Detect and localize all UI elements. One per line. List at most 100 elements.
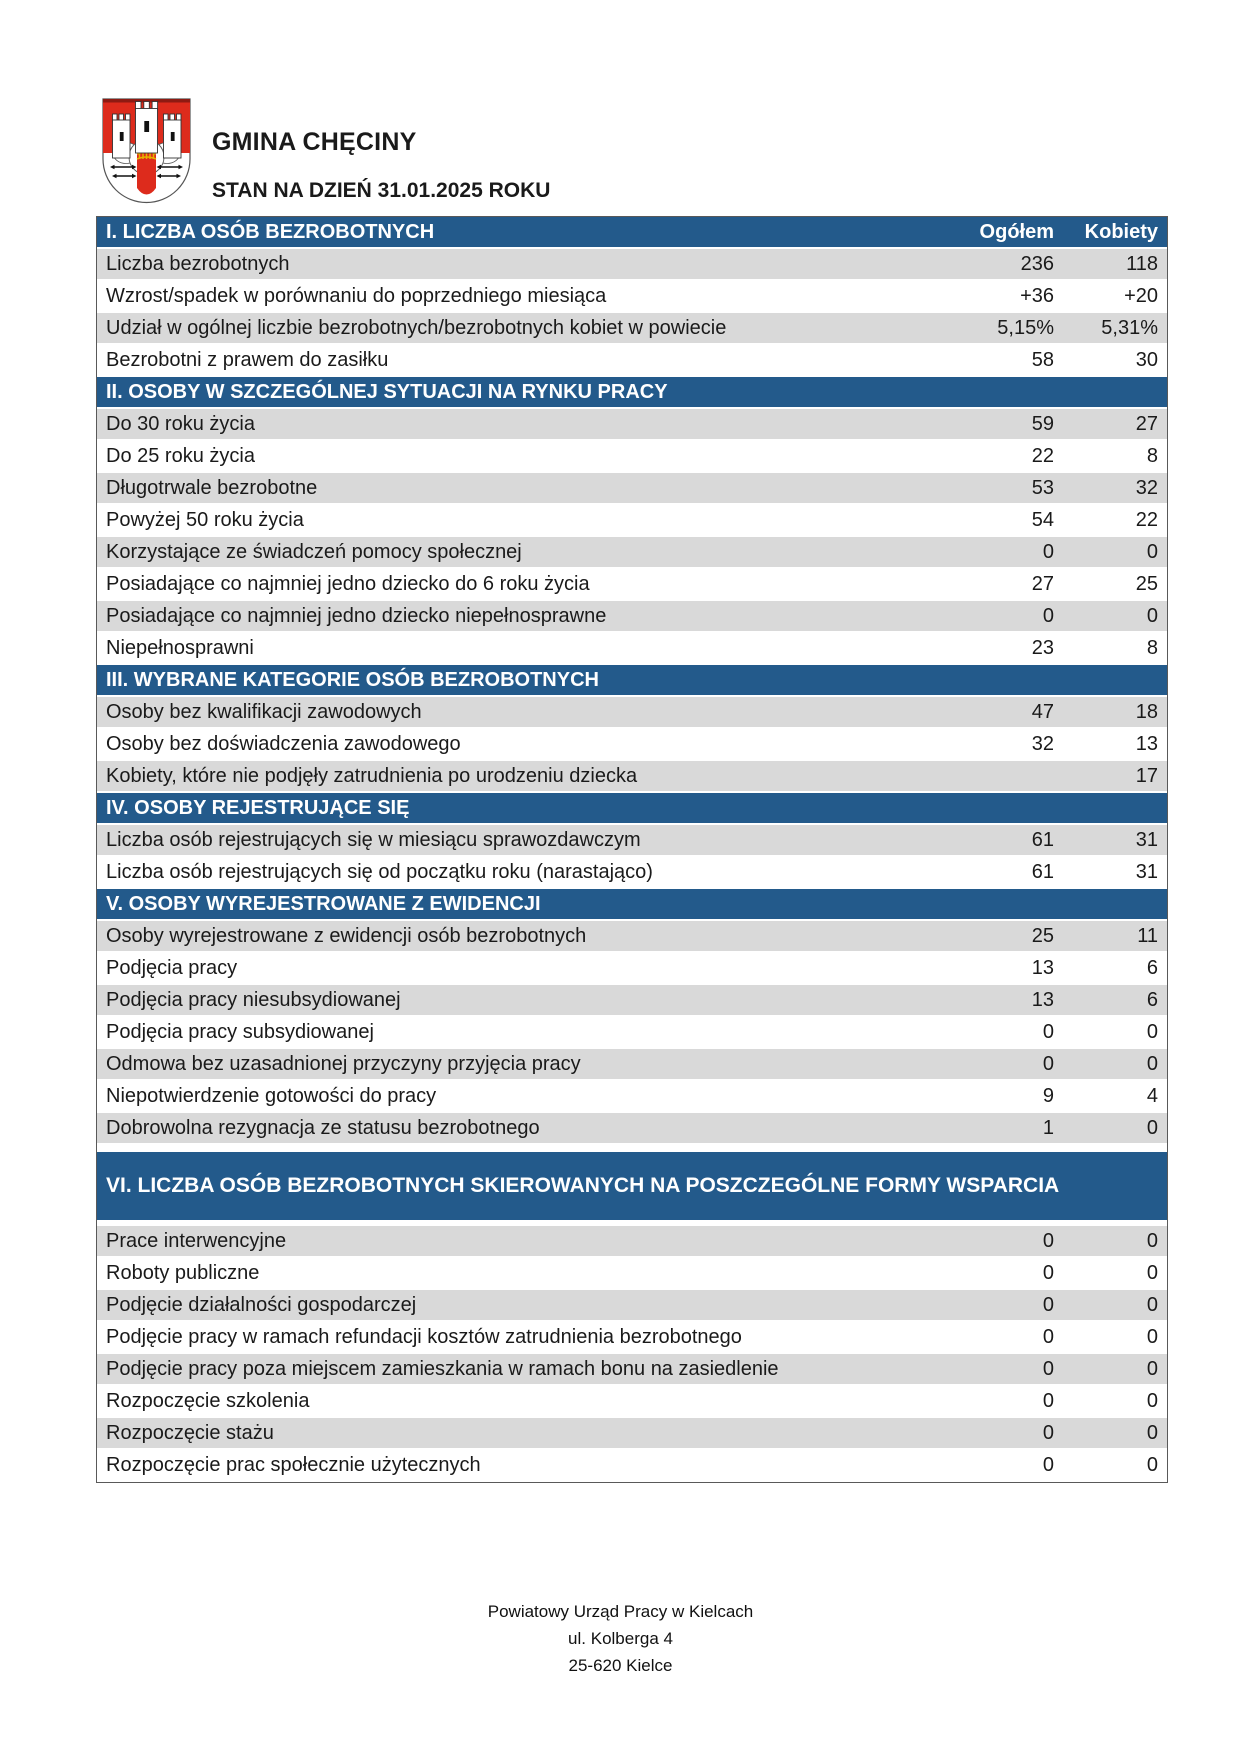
row-label: Do 30 roku życia	[106, 413, 255, 435]
row-label: Podjęcie działalności gospodarczej	[106, 1294, 417, 1316]
row-value-kobiety: 0	[1146, 1230, 1158, 1252]
row-value-ogolem: 23	[1031, 637, 1054, 659]
row-value-kobiety: 0	[1146, 1294, 1158, 1316]
table-row: Liczba osób rejestrujących się od począt…	[97, 857, 1167, 889]
table-row: Podjęcia pracy niesubsydiowanej 13 6	[97, 985, 1167, 1017]
row-value-kobiety: 18	[1135, 701, 1158, 723]
table-row: Podjęcia pracy 13 6	[97, 953, 1167, 985]
row-value-ogolem: 32	[1031, 733, 1054, 755]
row-label: Udział w ogólnej liczbie bezrobotnych/be…	[106, 317, 727, 339]
row-label: Kobiety, które nie podjęły zatrudnienia …	[106, 765, 638, 787]
row-value-ogolem: 0	[1042, 1326, 1054, 1348]
row-label: Podjęcia pracy subsydiowanej	[106, 1021, 374, 1043]
row-value-kobiety: 8	[1146, 637, 1158, 659]
section-title: VI. LICZBA OSÓB BEZROBOTNYCH SKIEROWANYC…	[106, 1174, 1060, 1197]
table-row: Prace interwencyjne 0 0	[97, 1226, 1167, 1258]
report-date-subtitle: STAN NA DZIEŃ 31.01.2025 ROKU	[212, 179, 551, 202]
table-row: Podjęcia pracy subsydiowanej 0 0	[97, 1017, 1167, 1049]
row-value-kobiety: 13	[1135, 733, 1158, 755]
table-row: Podjęcie działalności gospodarczej 0 0	[97, 1290, 1167, 1322]
row-value-kobiety: 17	[1135, 765, 1158, 787]
row-value-ogolem: 0	[1042, 1454, 1054, 1476]
section-header: I. LICZBA OSÓB BEZROBOTNYCH Ogółem Kobiety	[97, 217, 1167, 249]
row-value-ogolem: 0	[1042, 1294, 1054, 1316]
section-gap	[97, 1145, 1167, 1152]
row-value-ogolem: 0	[1042, 1422, 1054, 1444]
row-label: Posiadające co najmniej jedno dziecko do…	[106, 573, 590, 595]
footer-street: ul. Kolberga 4	[568, 1629, 673, 1648]
row-value-ogolem: 54	[1031, 509, 1054, 531]
checiny-coat-of-arms-icon	[102, 98, 191, 204]
row-value-kobiety: 31	[1135, 829, 1158, 851]
row-value-kobiety: 118	[1126, 253, 1158, 275]
row-value-kobiety: 30	[1135, 349, 1158, 371]
row-value-kobiety: 31	[1135, 861, 1158, 883]
row-value-ogolem: 27	[1031, 573, 1054, 595]
row-value-ogolem: 22	[1031, 445, 1054, 467]
row-value-ogolem: 59	[1031, 413, 1054, 435]
row-label: Powyżej 50 roku życia	[106, 509, 304, 531]
row-value-ogolem: 1	[1042, 1117, 1054, 1139]
column-header-kobiety: Kobiety	[1084, 221, 1158, 243]
row-value-ogolem: 0	[1042, 541, 1054, 563]
row-label: Liczba osób rejestrujących się w miesiąc…	[106, 829, 641, 851]
table-row: Długotrwale bezrobotne 53 32	[97, 473, 1167, 505]
statistics-table: I. LICZBA OSÓB BEZROBOTNYCH Ogółem Kobiety…	[96, 216, 1168, 1483]
row-label: Podjęcia pracy	[106, 957, 238, 979]
section-title: V. OSOBY WYREJESTROWANE Z EWIDENCJI	[106, 893, 541, 915]
row-value-kobiety: 25	[1135, 573, 1158, 595]
row-value-kobiety: 6	[1146, 989, 1158, 1011]
row-value-kobiety: 0	[1146, 1390, 1158, 1412]
footer-address: Powiatowy Urząd Pracy w Kielcach ul. Kol…	[0, 1598, 1241, 1679]
section-title: II. OSOBY W SZCZEGÓLNEJ SYTUACJI NA RYNK…	[106, 381, 668, 403]
row-value-kobiety: 0	[1146, 541, 1158, 563]
section-gap	[97, 1222, 1167, 1226]
row-value-kobiety: 0	[1146, 605, 1158, 627]
row-value-kobiety: 0	[1146, 1262, 1158, 1284]
row-label: Rozpoczęcie szkolenia	[106, 1390, 310, 1412]
row-value-kobiety: 0	[1146, 1454, 1158, 1476]
row-label: Podjęcie pracy w ramach refundacji koszt…	[106, 1326, 742, 1348]
row-value-kobiety: 8	[1146, 445, 1158, 467]
table-row: Powyżej 50 roku życia 54 22	[97, 505, 1167, 537]
row-value-ogolem: 0	[1042, 1053, 1054, 1075]
footer-city: 25-620 Kielce	[568, 1656, 673, 1675]
table-row: Kobiety, które nie podjęły zatrudnienia …	[97, 761, 1167, 793]
section-title: IV. OSOBY REJESTRUJĄCE SIĘ	[106, 797, 410, 819]
row-value-kobiety: 0	[1146, 1053, 1158, 1075]
row-value-ogolem: 0	[1042, 1262, 1054, 1284]
row-value-ogolem: 25	[1031, 925, 1054, 947]
table-row: Korzystające ze świadczeń pomocy społecz…	[97, 537, 1167, 569]
row-label: Liczba bezrobotnych	[106, 253, 290, 275]
row-label: Prace interwencyjne	[106, 1230, 287, 1252]
row-value-ogolem: 61	[1031, 829, 1054, 851]
section-header: IV. OSOBY REJESTRUJĄCE SIĘ	[97, 793, 1167, 825]
table-row: Rozpoczęcie szkolenia 0 0	[97, 1386, 1167, 1418]
table-row: Niepotwierdzenie gotowości do pracy 9 4	[97, 1081, 1167, 1113]
table-row: Posiadające co najmniej jedno dziecko do…	[97, 569, 1167, 601]
row-value-ogolem: 0	[1042, 1358, 1054, 1380]
section-header: III. WYBRANE KATEGORIE OSÓB BEZROBOTNYCH	[97, 665, 1167, 697]
row-value-ogolem: 53	[1031, 477, 1054, 499]
row-label: Podjęcia pracy niesubsydiowanej	[106, 989, 401, 1011]
row-label: Bezrobotni z prawem do zasiłku	[106, 349, 389, 371]
table-row: Wzrost/spadek w porównaniu do poprzednie…	[97, 281, 1167, 313]
row-value-kobiety: 4	[1146, 1085, 1158, 1107]
table-row: Rozpoczęcie prac społecznie użytecznych 0…	[97, 1450, 1167, 1482]
row-value-kobiety: 5,31%	[1101, 317, 1158, 339]
row-label: Niepotwierdzenie gotowości do pracy	[106, 1085, 437, 1107]
row-label: Rozpoczęcie stażu	[106, 1422, 274, 1444]
table-row: Osoby bez kwalifikacji zawodowych 47 18	[97, 697, 1167, 729]
row-label: Dobrowolna rezygnacja ze statusu bezrobo…	[106, 1117, 540, 1139]
row-label: Liczba osób rejestrujących się od począt…	[106, 861, 653, 883]
row-value-ogolem: 0	[1042, 1390, 1054, 1412]
row-value-kobiety: 22	[1135, 509, 1158, 531]
row-label: Długotrwale bezrobotne	[106, 477, 318, 499]
row-label: Korzystające ze świadczeń pomocy społecz…	[106, 541, 522, 563]
row-value-kobiety: 32	[1135, 477, 1158, 499]
row-value-ogolem: 5,15%	[997, 317, 1054, 339]
row-value-ogolem: 47	[1031, 701, 1054, 723]
section-header: II. OSOBY W SZCZEGÓLNEJ SYTUACJI NA RYNK…	[97, 377, 1167, 409]
row-label: Wzrost/spadek w porównaniu do poprzednie…	[106, 285, 607, 307]
